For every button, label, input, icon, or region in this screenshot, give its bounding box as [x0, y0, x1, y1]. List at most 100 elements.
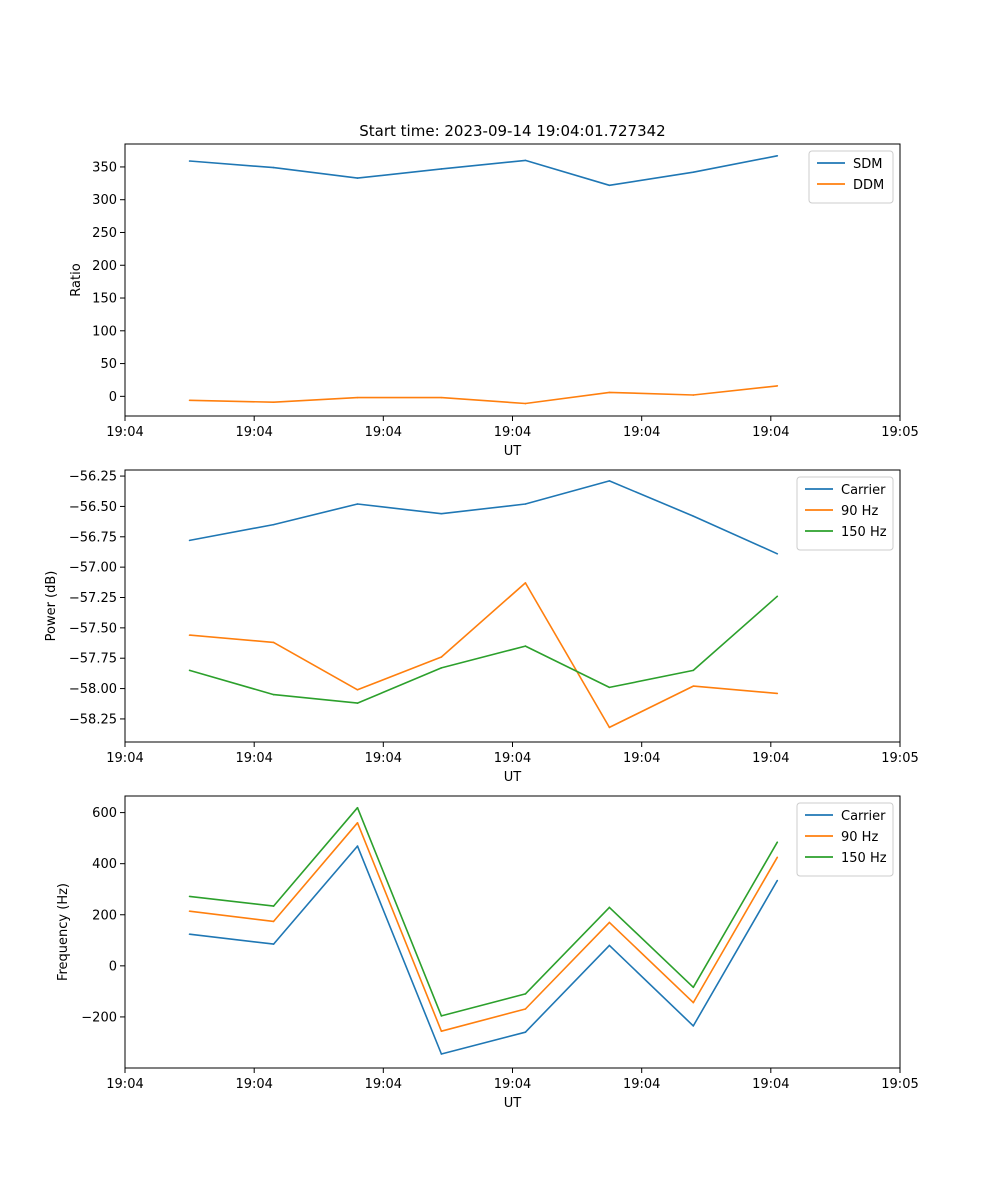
- y-tick-label: −56.75: [69, 530, 117, 545]
- legend-label: 150 Hz: [841, 525, 887, 540]
- chart-title: Start time: 2023-09-14 19:04:01.727342: [359, 122, 665, 140]
- data-point: [188, 895, 191, 898]
- data-point: [440, 1015, 443, 1017]
- y-tick-label: −57.00: [69, 561, 117, 576]
- data-point: [356, 503, 359, 505]
- data-point: [776, 595, 779, 598]
- y-tick-label: −57.50: [69, 621, 117, 636]
- x-tick-label: 19:04: [235, 425, 272, 440]
- data-point: [440, 667, 443, 669]
- data-point: [440, 168, 443, 170]
- y-tick-label: 0: [109, 390, 117, 405]
- data-point: [692, 515, 695, 517]
- data-point: [188, 634, 191, 636]
- data-point: [272, 641, 275, 644]
- data-point: [188, 539, 191, 542]
- x-tick-label: 19:04: [494, 425, 531, 440]
- data-point: [776, 154, 779, 157]
- data-point: [524, 645, 527, 647]
- data-point: [188, 910, 191, 912]
- x-tick-label: 19:04: [752, 1077, 789, 1092]
- y-tick-label: −58.00: [69, 682, 117, 697]
- chart-panel-2: 19:04 19:04 19:04 19:04 19:04 19:04 19:05 −58.2…: [44, 469, 919, 785]
- x-tick-label: 19:05: [881, 751, 918, 766]
- x-tick-label: 19:04: [235, 751, 272, 766]
- data-point: [272, 523, 275, 526]
- data-point: [608, 686, 611, 689]
- data-point: [776, 856, 779, 859]
- data-point: [188, 160, 191, 162]
- legend-frame: [808, 150, 894, 204]
- x-tick-label: 19:04: [494, 1077, 531, 1092]
- y-tick-label: −56.25: [69, 470, 117, 485]
- x-tick-label: 19:04: [365, 1077, 402, 1092]
- plot-frame: [124, 795, 901, 1069]
- data-point: [440, 656, 443, 658]
- x-tick-label: 19:05: [881, 425, 918, 440]
- data-point: [440, 1053, 443, 1055]
- data-point: [692, 986, 695, 989]
- data-point: [524, 402, 527, 405]
- data-point: [272, 943, 275, 945]
- y-tick-label: 50: [100, 357, 117, 372]
- x-tick-label: 19:04: [623, 1077, 660, 1092]
- y-axis-label: Power (dB): [44, 571, 59, 642]
- y-tick-label: 200: [92, 259, 117, 274]
- x-tick-label: 19:04: [235, 1077, 272, 1092]
- legend-label: DDM: [853, 178, 884, 193]
- data-point: [272, 905, 275, 907]
- legend-label: 150 Hz: [841, 851, 887, 866]
- data-point: [776, 385, 779, 387]
- data-point: [272, 693, 275, 696]
- data-point: [356, 702, 359, 704]
- data-point: [188, 399, 191, 402]
- plot-frame: [124, 469, 901, 743]
- legend-label: Carrier: [841, 809, 886, 824]
- plot-frame: [124, 143, 901, 417]
- data-point: [692, 1025, 695, 1027]
- x-tick-label: 19:04: [623, 425, 660, 440]
- series-line-ddm: [189, 385, 778, 405]
- data-point: [608, 391, 611, 394]
- x-axis-label: UT: [504, 444, 522, 459]
- y-tick-label: 600: [92, 806, 117, 821]
- data-point: [608, 726, 611, 729]
- series-line-90-hz: [189, 821, 778, 1032]
- x-tick-label: 19:04: [752, 425, 789, 440]
- data-point: [440, 1030, 443, 1033]
- y-tick-label: 300: [92, 193, 117, 208]
- x-tick-label: 19:05: [881, 1077, 918, 1092]
- x-tick-label: 19:04: [623, 751, 660, 766]
- x-tick-label: 19:04: [365, 425, 402, 440]
- y-tick-label: −57.75: [69, 652, 117, 667]
- data-point: [356, 688, 359, 691]
- data-point: [356, 396, 359, 399]
- y-tick-label: −58.25: [69, 712, 117, 727]
- legend-label: 90 Hz: [841, 830, 878, 845]
- y-tick-label: −200: [81, 1010, 117, 1025]
- y-tick-label: −57.25: [69, 591, 117, 606]
- data-point: [356, 845, 359, 847]
- chart-panel-3: 19:04 19:04 19:04 19:04 19:04 19:04 19:05 −200 0…: [56, 795, 919, 1111]
- y-axis-label: Frequency (Hz): [56, 883, 71, 981]
- data-point: [608, 906, 611, 909]
- data-point: [608, 944, 611, 947]
- x-tick-label: 19:04: [106, 751, 143, 766]
- data-point: [356, 822, 359, 824]
- data-point: [608, 480, 611, 482]
- data-point: [776, 692, 779, 695]
- series-line-carrier: [189, 480, 778, 555]
- data-point: [272, 401, 275, 404]
- y-tick-label: 350: [92, 160, 117, 175]
- data-point: [440, 396, 443, 399]
- legend: Carrier 90 Hz 150 Hz: [796, 476, 894, 551]
- legend: SDM DDM: [808, 150, 894, 204]
- data-point: [524, 159, 527, 162]
- data-point: [440, 512, 443, 515]
- data-point: [356, 177, 359, 179]
- chart-panel-1: 19:04 19:04 19:04 19:04 19:04 19:04 19:05 0 50 10…: [69, 122, 919, 459]
- legend-label: Carrier: [841, 483, 886, 498]
- data-point: [188, 669, 191, 672]
- data-point: [692, 685, 695, 687]
- data-point: [692, 669, 695, 672]
